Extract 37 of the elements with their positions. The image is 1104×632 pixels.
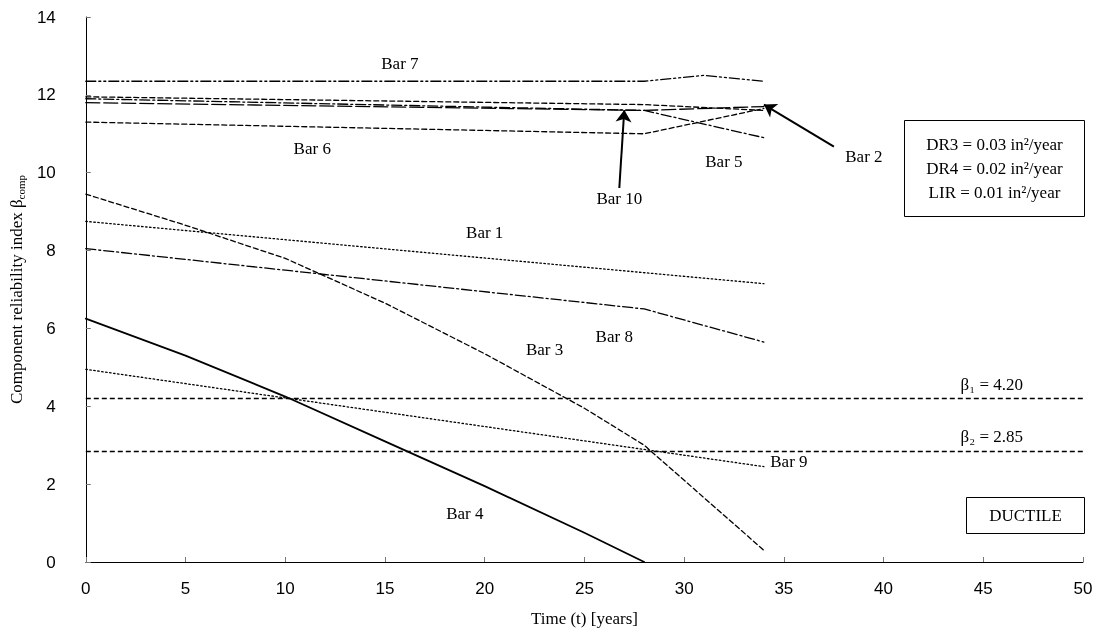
- annotation: Bar 9: [770, 452, 808, 472]
- y-tick-label: 4: [46, 396, 56, 416]
- ref-line-label: β₂ = 2.85: [960, 427, 1023, 447]
- annotation: Bar 4: [446, 504, 484, 524]
- y-tick-label: 12: [36, 85, 56, 105]
- annotation: Bar 3: [525, 339, 564, 359]
- x-tick-label: 10: [275, 579, 295, 598]
- x-tick-label: 45: [973, 579, 993, 598]
- x-tick-label: 5: [180, 579, 191, 598]
- annotation: Bar 10: [596, 188, 643, 208]
- x-tick-label: 35: [774, 579, 794, 598]
- x-tick-label: 40: [874, 579, 894, 598]
- x-tick-label: 15: [375, 579, 395, 598]
- annotation: DR4 = 0.02 in²/year: [926, 159, 1064, 178]
- x-tick-label: 20: [475, 579, 495, 598]
- x-tick-label: 50: [1073, 579, 1093, 598]
- annotation: DR3 = 0.03 in²/year: [926, 135, 1064, 154]
- ref-line-label: β₁ = 4.20: [960, 374, 1023, 394]
- annotation: Bar 1: [466, 222, 504, 242]
- y-tick-label: 6: [46, 318, 56, 338]
- y-tick-label: 0: [46, 552, 56, 572]
- x-tick-label: 30: [674, 579, 694, 598]
- y-tick-label: 14: [36, 7, 56, 27]
- annotation: Bar 2: [845, 147, 883, 167]
- x-tick-label: 0: [81, 579, 91, 598]
- annotation: Bar 7: [381, 53, 420, 73]
- annotation: LIR = 0.01 in²/year: [928, 183, 1061, 202]
- y-tick-label: 8: [46, 241, 56, 261]
- annotation: DUCTILE: [989, 506, 1062, 525]
- annotation: Bar 5: [705, 152, 743, 172]
- y-tick-label: 2: [46, 474, 56, 494]
- x-tick-label: 25: [574, 579, 594, 598]
- annotation: Bar 6: [293, 138, 331, 158]
- annotation: Bar 8: [595, 327, 633, 347]
- y-tick-label: 10: [36, 163, 56, 183]
- y-axis-title: Component reliability index βcomp: [7, 174, 27, 405]
- x-axis-title: Time (t) [years]: [530, 609, 638, 628]
